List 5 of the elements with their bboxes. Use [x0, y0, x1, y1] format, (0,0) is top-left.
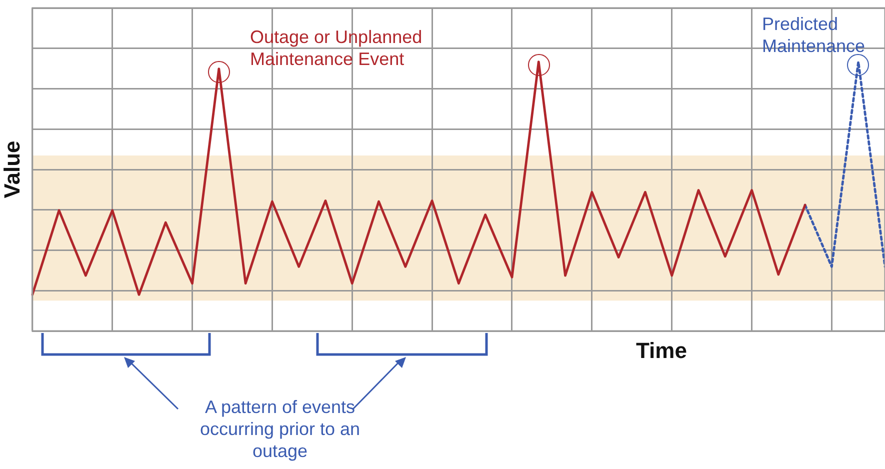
annotation: Outage or Unplanned Maintenance Event — [250, 26, 424, 70]
text: Predicted Maintenance — [762, 13, 866, 57]
y-axis-title: Value — [0, 140, 24, 198]
x-axis-title: Time — [636, 338, 687, 364]
text: A pattern of events occurring prior to an outage — [198, 396, 362, 462]
